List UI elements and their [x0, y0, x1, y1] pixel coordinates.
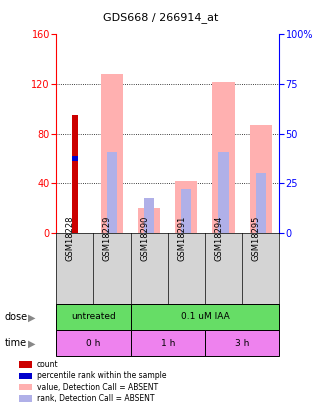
Text: percentile rank within the sample: percentile rank within the sample — [37, 371, 166, 380]
Text: 1 h: 1 h — [160, 339, 175, 348]
Text: untreated: untreated — [71, 312, 116, 322]
Bar — [131, 330, 205, 356]
Text: GSM18295: GSM18295 — [252, 216, 261, 261]
Bar — [56, 330, 131, 356]
Text: time: time — [5, 338, 27, 348]
Text: GSM18291: GSM18291 — [177, 216, 186, 261]
Bar — [181, 190, 191, 233]
Text: GSM18228: GSM18228 — [66, 216, 75, 261]
Text: 0.1 uM IAA: 0.1 uM IAA — [180, 312, 229, 322]
Bar — [249, 125, 272, 233]
Text: value, Detection Call = ABSENT: value, Detection Call = ABSENT — [37, 383, 158, 392]
Bar — [175, 181, 197, 233]
Text: rank, Detection Call = ABSENT: rank, Detection Call = ABSENT — [37, 394, 154, 403]
Text: ▶: ▶ — [28, 339, 36, 349]
Bar — [144, 198, 154, 233]
Text: GSM18229: GSM18229 — [103, 216, 112, 261]
Text: ▶: ▶ — [28, 312, 36, 322]
Text: 0 h: 0 h — [86, 339, 100, 348]
Text: count: count — [37, 360, 58, 369]
Bar — [205, 330, 279, 356]
Text: GDS668 / 266914_at: GDS668 / 266914_at — [103, 12, 218, 23]
Bar — [72, 115, 78, 233]
Bar — [101, 74, 123, 233]
Text: 3 h: 3 h — [235, 339, 249, 348]
Text: GSM18290: GSM18290 — [140, 216, 149, 261]
Bar — [72, 156, 78, 161]
Bar — [138, 208, 160, 233]
Bar — [107, 152, 117, 233]
Bar — [213, 81, 235, 233]
Bar — [219, 152, 229, 233]
Bar — [56, 304, 131, 330]
Bar — [131, 304, 279, 330]
Bar — [256, 173, 266, 233]
Text: GSM18294: GSM18294 — [214, 216, 223, 261]
Text: dose: dose — [5, 312, 28, 322]
